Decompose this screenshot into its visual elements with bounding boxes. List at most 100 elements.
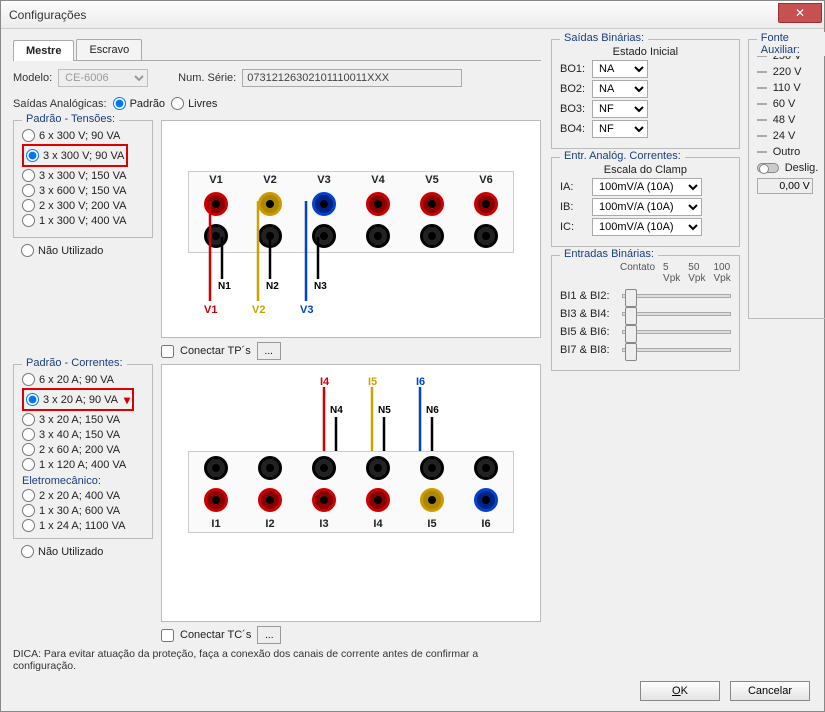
port-v2-top [258, 192, 282, 216]
i-hdr-0: I1 [211, 518, 220, 530]
cancel-button[interactable]: Cancelar [730, 681, 810, 701]
volt-opt-4[interactable]: 2 x 300 V; 200 VA [22, 199, 144, 212]
i-hdr-5: I6 [481, 518, 490, 530]
eletro-opt-2[interactable]: 1 x 24 A; 1100 VA [22, 519, 144, 532]
current-group: Padrão - Correntes: 6 x 20 A; 90 VA 3 x … [13, 364, 153, 539]
curr-opt-0[interactable]: 6 x 20 A; 90 VA [22, 373, 144, 386]
tab-mestre[interactable]: Mestre [13, 40, 74, 61]
right-column: Saídas Binárias: Estado Inicial BO1:NA B… [551, 39, 811, 672]
aux-110[interactable]: 110 V [773, 82, 801, 94]
bin-in-group: Entradas Binárias: Contato 5 Vpk 50 Vpk … [551, 255, 740, 371]
bo2-label: BO2: [560, 83, 588, 95]
conectar-tc-row: Conectar TC´s ... [161, 626, 541, 644]
bo1-label: BO1: [560, 63, 588, 75]
bi34-label: BI3 & BI4: [560, 308, 616, 320]
current-section: Padrão - Correntes: 6 x 20 A; 90 VA 3 x … [13, 364, 541, 644]
bo2-combo[interactable]: NA [592, 80, 648, 98]
ia-combo[interactable]: 100mV/A (10A) [592, 178, 702, 196]
volt-opt-5[interactable]: 1 x 300 V; 400 VA [22, 214, 144, 227]
port-i3-bot [312, 488, 336, 512]
radio-livres[interactable]: Livres [171, 97, 217, 110]
aux-outro[interactable]: Outro [773, 146, 801, 158]
bo3-combo[interactable]: NF [592, 100, 648, 118]
ib-combo[interactable]: 100mV/A (10A) [592, 198, 702, 216]
model-combo[interactable]: CE-6006 [58, 69, 148, 87]
v-hdr-1: V2 [263, 174, 276, 186]
serial-label: Num. Série: [178, 72, 236, 84]
bo1-combo[interactable]: NA [592, 60, 648, 78]
port-i6-top [474, 456, 498, 480]
port-i4-bot [366, 488, 390, 512]
port-v3-top [312, 192, 336, 216]
volt-opt-1[interactable]: 3 x 300 V; 90 VA [26, 149, 124, 162]
current-group-title: Padrão - Correntes: [22, 357, 127, 369]
bi34-slider[interactable] [622, 312, 731, 316]
aux-24[interactable]: 24 V [773, 130, 796, 142]
model-serial-row: Modelo: CE-6006 Num. Série: [13, 69, 541, 87]
aux-60[interactable]: 60 V [773, 98, 796, 110]
curr-opt-4[interactable]: 2 x 60 A; 200 VA [22, 443, 144, 456]
port-v1-top [204, 192, 228, 216]
aux-220[interactable]: 220 V [773, 66, 802, 78]
eletro-opt-0[interactable]: 2 x 20 A; 400 VA [22, 489, 144, 502]
curr-opt-3[interactable]: 3 x 40 A; 150 VA [22, 428, 144, 441]
hint-text: DICA: Para evitar atuação da proteção, f… [13, 648, 541, 672]
ic-label: IC: [560, 221, 588, 233]
volt-opt-2[interactable]: 3 x 300 V; 150 VA [22, 169, 144, 182]
current-panel: I1 I2 I3 I4 I5 I6 [188, 451, 514, 533]
port-i6-bot [474, 488, 498, 512]
serial-field [242, 69, 462, 87]
port-i4-top [366, 456, 390, 480]
current-diagram: I4 I5 I6 N4 N5 N6 [161, 364, 541, 622]
close-button[interactable]: ✕ [778, 3, 822, 23]
volt-opt-3[interactable]: 3 x 600 V; 150 VA [22, 184, 144, 197]
voltage-panel: V1 V2 V3 V4 V5 V6 [188, 171, 514, 253]
bi12-slider[interactable] [622, 294, 731, 298]
conectar-tc-checkbox[interactable] [161, 629, 174, 642]
svg-text:V2: V2 [252, 304, 265, 316]
aux-toggle-icon[interactable] [757, 163, 779, 173]
bin-out-sub: Estado Inicial [560, 46, 731, 58]
volt-opt-0[interactable]: 6 x 300 V; 90 VA [22, 129, 144, 142]
port-i1-top [204, 456, 228, 480]
aux-48[interactable]: 48 V [773, 114, 796, 126]
port-v6-bot [474, 224, 498, 248]
curr-opt-5[interactable]: 1 x 120 A; 400 VA [22, 458, 144, 471]
bi56-label: BI5 & BI6: [560, 326, 616, 338]
tc-more-button[interactable]: ... [257, 626, 281, 644]
v-hdr-0: V1 [209, 174, 222, 186]
curr-opt-2[interactable]: 3 x 20 A; 150 VA [22, 413, 144, 426]
analog-out-label: Saídas Analógicas: [13, 98, 107, 110]
v-hdr-5: V6 [479, 174, 492, 186]
analog-in-title: Entr. Analóg. Correntes: [560, 150, 685, 162]
port-i1-bot [204, 488, 228, 512]
aux-value-field [757, 178, 813, 194]
analog-in-group: Entr. Analóg. Correntes: Escala do Clamp… [551, 157, 740, 247]
bi56-slider[interactable] [622, 330, 731, 334]
svg-text:N1: N1 [218, 281, 231, 292]
eletro-opt-1[interactable]: 1 x 30 A; 600 VA [22, 504, 144, 517]
bo4-combo[interactable]: NF [592, 120, 648, 138]
svg-text:N2: N2 [266, 281, 279, 292]
tab-escravo[interactable]: Escravo [76, 39, 142, 60]
aux-deslig[interactable]: Deslig. [785, 162, 819, 174]
svg-text:N3: N3 [314, 281, 327, 292]
ic-combo[interactable]: 100mV/A (10A) [592, 218, 702, 236]
v-hdr-3: V4 [371, 174, 384, 186]
bin-in-title: Entradas Binárias: [560, 248, 658, 260]
curr-nao-util[interactable]: Não Utilizado [21, 545, 153, 558]
model-label: Modelo: [13, 72, 52, 84]
analog-out-row: Saídas Analógicas: Padrão Livres [13, 95, 541, 112]
port-i5-top [420, 456, 444, 480]
conectar-tp-checkbox[interactable] [161, 345, 174, 358]
bi78-slider[interactable] [622, 348, 731, 352]
volt-nao-util[interactable]: Não Utilizado [21, 244, 153, 257]
ok-button[interactable]: OK [640, 681, 720, 701]
tp-more-button[interactable]: ... [257, 342, 281, 360]
port-v4-top [366, 192, 390, 216]
bi78-label: BI7 & BI8: [560, 344, 616, 356]
curr-opt-1[interactable]: 3 x 20 A; 90 VA [26, 393, 118, 406]
port-i2-top [258, 456, 282, 480]
eletro-header: Eletromecânico: [22, 475, 144, 487]
radio-padrao[interactable]: Padrão [113, 97, 165, 110]
